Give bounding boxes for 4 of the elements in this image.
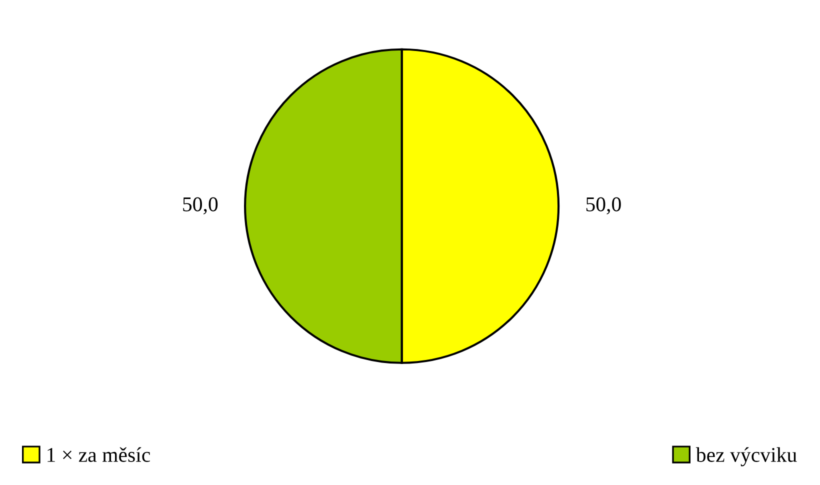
data-label: 50,0 xyxy=(183,197,218,214)
legend-label: bez výcviku xyxy=(696,447,797,466)
data-label: 50,0 xyxy=(586,197,621,214)
legend-label: 1 × za měsíc xyxy=(48,447,150,462)
